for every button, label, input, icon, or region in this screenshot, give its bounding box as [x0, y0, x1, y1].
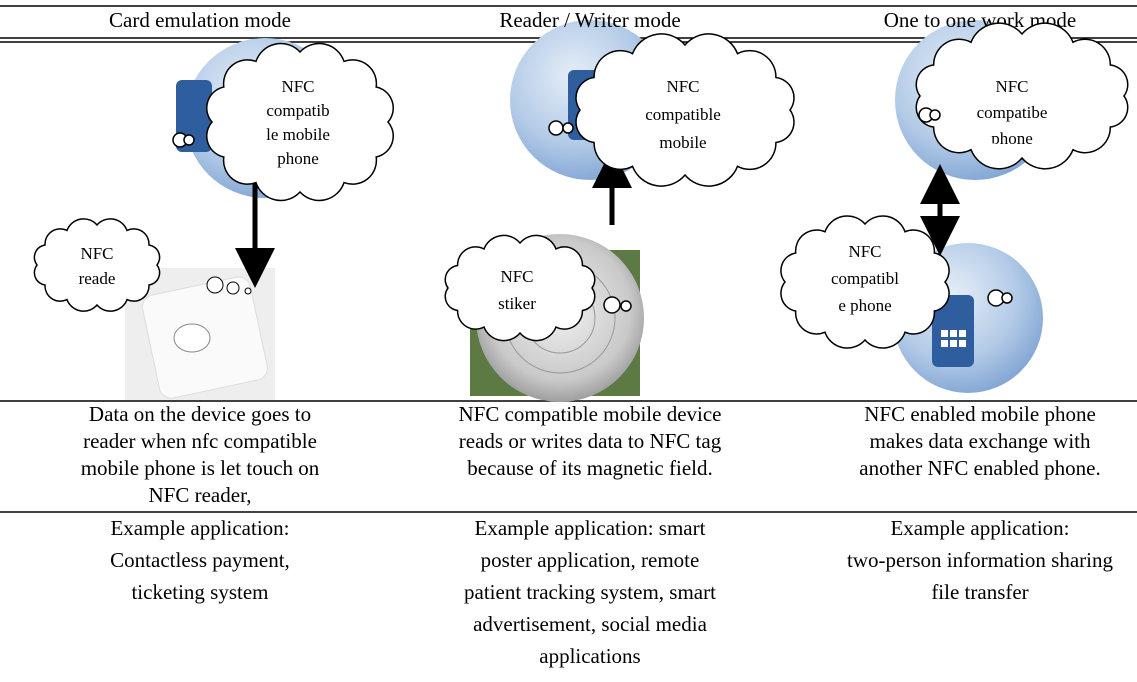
speech-cloud: NFC compatib le mobile phone — [172, 42, 394, 202]
speech-cloud: NFC compatibl e phone — [780, 215, 1013, 349]
cloud-label: stiker — [498, 294, 536, 313]
cloud-label: compatib — [266, 101, 329, 120]
description-line: makes data exchange with — [870, 429, 1091, 453]
cloud-outline — [33, 218, 161, 312]
example-line: advertisement, social media — [473, 612, 708, 636]
description-line: reads or writes data to NFC tag — [459, 429, 722, 453]
thought-bubble — [603, 296, 621, 314]
example-line: Example application: — [890, 516, 1069, 540]
cloud-label: compatible — [645, 105, 721, 124]
description-line: NFC reader, — [149, 483, 252, 507]
cloud-label: NFC — [500, 267, 533, 286]
cloud-label: compatibe — [977, 103, 1048, 122]
description-line: Data on the device goes to — [89, 402, 311, 426]
thought-bubble — [1001, 292, 1013, 304]
cloud-label: NFC — [848, 242, 881, 261]
cloud-label: compatibl — [831, 269, 899, 288]
thought-bubble — [562, 122, 574, 134]
speech-cloud: NFC compatible mobile — [548, 33, 795, 187]
thought-bubble — [929, 109, 941, 121]
speech-cloud: NFC reade — [33, 218, 161, 312]
cloud-outline — [206, 42, 394, 202]
cloud-label: mobile — [659, 133, 706, 152]
example-line: file transfer — [931, 580, 1028, 604]
cloud-outline — [575, 33, 795, 187]
example-line: applications — [539, 644, 640, 668]
example-line: two-person information sharing — [847, 548, 1113, 572]
cloud-label: reade — [79, 269, 116, 288]
description-line: another NFC enabled phone. — [859, 456, 1100, 480]
description-line: mobile phone is let touch on — [81, 456, 320, 480]
example-line: Example application: smart — [475, 516, 706, 540]
cloud-label: phone — [991, 129, 1033, 148]
description-line: NFC enabled mobile phone — [864, 402, 1096, 426]
cloud-outline — [780, 215, 950, 349]
example-line: patient tracking system, smart — [464, 580, 716, 604]
speech-cloud: NFC stiker — [444, 234, 632, 342]
example-line: Example application: — [110, 516, 289, 540]
thought-bubble — [548, 120, 564, 136]
cloud-label: le mobile — [266, 125, 330, 144]
example-line: Contactless payment, — [110, 548, 290, 572]
cloud-outline — [444, 234, 596, 342]
cloud-label: NFC — [995, 77, 1028, 96]
description-line: reader when nfc compatible — [83, 429, 317, 453]
cloud-label: phone — [277, 149, 319, 168]
cloud-label: NFC — [281, 77, 314, 96]
description-line: NFC compatible mobile device — [458, 402, 721, 426]
thought-bubble — [620, 300, 632, 312]
cloud-label: e phone — [838, 296, 891, 315]
column-header: Reader / Writer mode — [499, 8, 680, 32]
cloud-label: NFC — [80, 244, 113, 263]
column-header: Card emulation mode — [109, 8, 291, 32]
example-line: poster application, remote — [481, 548, 700, 572]
cloud-outline — [915, 22, 1129, 170]
description-line: because of its magnetic field. — [467, 456, 713, 480]
cloud-label: NFC — [666, 77, 699, 96]
example-line: ticketing system — [131, 580, 268, 604]
thought-bubble — [183, 134, 195, 146]
speech-cloud: NFC compatibe phone — [915, 22, 1129, 170]
